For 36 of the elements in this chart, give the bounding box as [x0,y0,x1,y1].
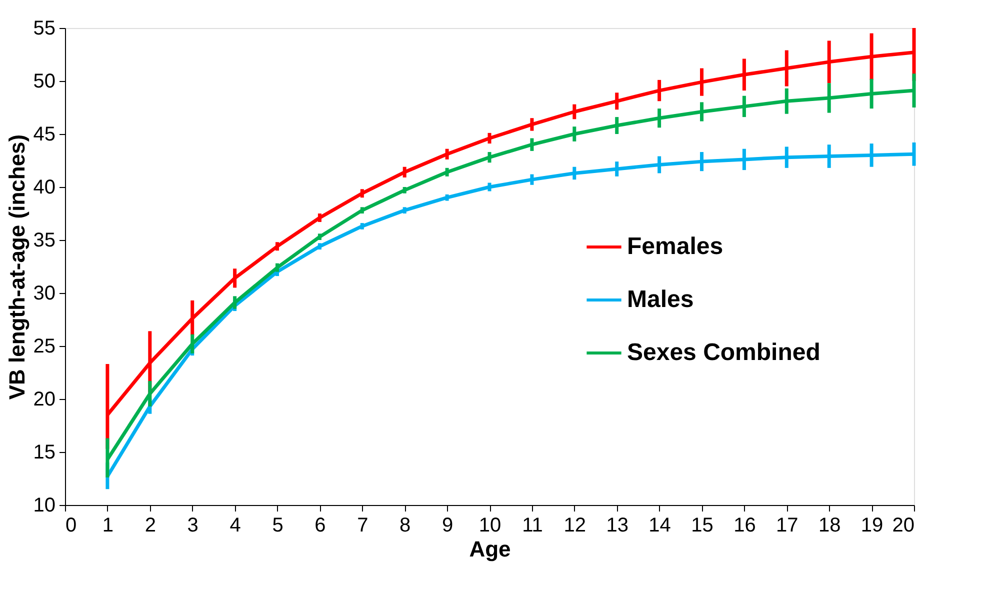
y-tick-label: 40 [33,176,56,198]
y-tick-label: 20 [33,388,56,410]
legend-label: Sexes Combined [627,339,820,366]
x-tick-label: 10 [478,514,502,536]
x-tick-label: 5 [272,514,284,536]
y-axis-title: VB length-at-age (inches) [4,134,30,400]
x-tick-label: 17 [776,514,798,536]
y-tick-label: 25 [33,336,56,358]
x-tick-label: 13 [606,514,628,536]
x-tick-label: 7 [357,514,368,536]
x-tick-label: 19 [860,514,884,536]
y-tick-label: 50 [33,70,56,92]
y-tick-label: 15 [33,442,56,464]
x-tick-label: 0 [66,514,77,536]
x-axis-title: Age [469,536,511,562]
y-tick-label: 10 [33,494,56,516]
x-tick-label: 16 [734,514,756,536]
x-tick-label: 12 [564,514,586,536]
x-tick-label: 3 [187,514,198,536]
y-tick-label: 45 [33,124,56,146]
y-tick-label: 55 [33,18,56,40]
x-tick-label: 18 [818,514,841,536]
x-tick-label: 15 [691,514,714,536]
x-tick-label: 4 [230,514,241,536]
x-tick-label: 11 [522,514,543,536]
legend-label: Females [627,233,724,260]
legend-label: Males [627,286,694,313]
x-tick-label: 6 [314,514,326,536]
y-tick-label: 30 [33,282,56,304]
x-tick-label: 8 [400,514,411,536]
y-tick-label: 35 [33,230,56,252]
x-tick-label: 2 [144,514,156,536]
x-tick-label: 1 [102,514,114,536]
x-tick-label: 9 [442,514,454,536]
x-tick-label: 20 [892,514,914,536]
x-tick-label: 14 [648,514,671,536]
